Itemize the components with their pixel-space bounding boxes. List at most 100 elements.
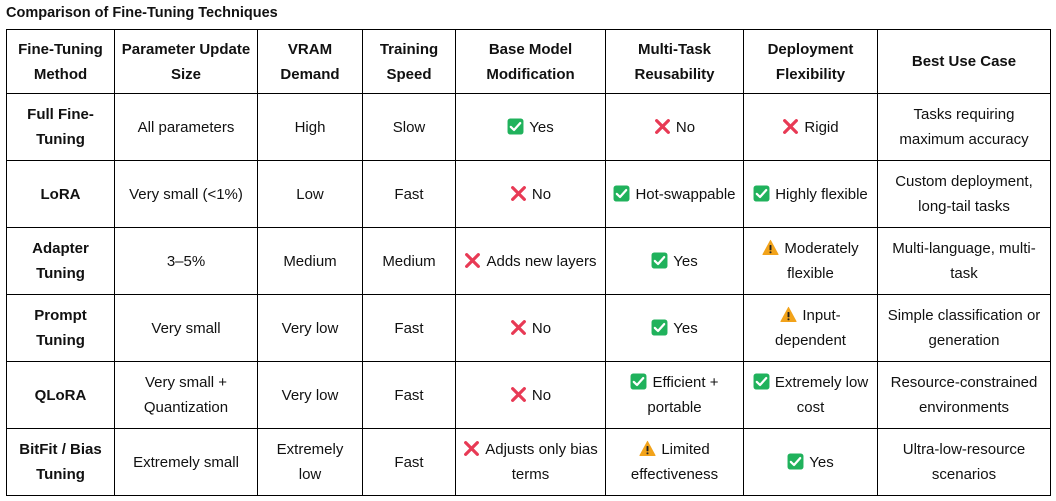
check-icon (651, 319, 668, 336)
comparison-table: Fine-Tuning Method Parameter Update Size… (6, 29, 1051, 496)
base-mod-cell: Adds new layers (455, 227, 606, 295)
cross-icon (464, 252, 481, 269)
use-case-cell: Tasks requiring maximum accuracy (877, 93, 1051, 161)
reusability-cell: Limited effectiveness (605, 428, 744, 496)
reusability-cell-text: Hot-swappable (635, 185, 736, 203)
reusability-cell-text: Yes (673, 252, 698, 270)
use-case-cell: Ultra-low-resource scenarios (877, 428, 1051, 496)
speed-cell: Fast (362, 361, 456, 429)
speed-cell: Fast (362, 428, 456, 496)
header-speed: Training Speed (362, 29, 456, 94)
base-mod-cell-text: No (531, 185, 552, 203)
reusability-cell-text: Limited effectiveness (630, 441, 719, 483)
header-use-case: Best Use Case (877, 29, 1051, 94)
cross-icon (463, 440, 480, 457)
reusability-cell-text: Efficient + portable (647, 374, 719, 416)
cross-icon (510, 319, 527, 336)
base-mod-cell: No (455, 160, 606, 228)
use-case-cell: Simple classification or generation (877, 294, 1051, 362)
flexibility-cell: Moderately flexible (743, 227, 878, 295)
reusability-cell: Yes (605, 227, 744, 295)
method-cell: Prompt Tuning (6, 294, 115, 362)
check-icon (630, 373, 647, 390)
check-icon (753, 185, 770, 202)
method-cell: QLoRA (6, 361, 115, 429)
base-mod-cell-text: No (531, 319, 552, 337)
base-mod-cell-text: No (531, 386, 552, 404)
table-title: Comparison of Fine-Tuning Techniques (6, 5, 278, 21)
table-row: Full Fine-Tuning All parameters High Slow Ye… (6, 93, 1051, 161)
speed-cell: Slow (362, 93, 456, 161)
warning-icon (780, 306, 797, 323)
param-size-cell: Very small + Quantization (114, 361, 258, 429)
warning-icon (639, 440, 656, 457)
reusability-cell: Hot-swappable (605, 160, 744, 228)
speed-cell: Medium (362, 227, 456, 295)
vram-cell: Very low (257, 361, 363, 429)
header-method: Fine-Tuning Method (6, 29, 115, 94)
vram-cell: Extremely low (257, 428, 363, 496)
param-size-cell: Very small (<1%) (114, 160, 258, 228)
table-row: QLoRA Very small + Quantization Very low Fa… (6, 361, 1051, 429)
flexibility-cell: Input-dependent (743, 294, 878, 362)
vram-cell: High (257, 93, 363, 161)
use-case-cell: Multi-language, multi-task (877, 227, 1051, 295)
flexibility-cell-text: Rigid (804, 118, 839, 136)
param-size-cell: Extremely small (114, 428, 258, 496)
warning-icon (762, 239, 779, 256)
vram-cell: Medium (257, 227, 363, 295)
use-case-cell: Resource-constrained environments (877, 361, 1051, 429)
speed-cell: Fast (362, 294, 456, 362)
reusability-cell-text: Yes (673, 319, 698, 337)
flexibility-cell-text: Input-dependent (775, 307, 846, 349)
flexibility-cell: Highly flexible (743, 160, 878, 228)
header-row: Fine-Tuning Method Parameter Update Size… (6, 29, 1051, 94)
speed-cell: Fast (362, 160, 456, 228)
flexibility-cell: Rigid (743, 93, 878, 161)
flexibility-cell-text: Yes (809, 453, 834, 471)
cross-icon (782, 118, 799, 135)
table-row: Prompt Tuning Very small Very low Fast No Yes… (6, 294, 1051, 362)
base-mod-cell: Adjusts only bias terms (455, 428, 606, 496)
reusability-cell-text: No (675, 118, 696, 136)
header-flexibility: Deployment Flexibility (743, 29, 878, 94)
check-icon (787, 453, 804, 470)
check-icon (613, 185, 630, 202)
cross-icon (510, 386, 527, 403)
reusability-cell: No (605, 93, 744, 161)
header-param-size: Parameter Update Size (114, 29, 258, 94)
table-row: BitFit / Bias Tuning Extremely small Extre… (6, 428, 1051, 496)
check-icon (507, 118, 524, 135)
check-icon (753, 373, 770, 390)
param-size-cell: 3–5% (114, 227, 258, 295)
method-cell: Adapter Tuning (6, 227, 115, 295)
base-mod-cell: No (455, 361, 606, 429)
flexibility-cell: Yes (743, 428, 878, 496)
reusability-cell: Efficient + portable (605, 361, 744, 429)
method-cell: LoRA (6, 160, 115, 228)
use-case-cell: Custom deployment, long-tail tasks (877, 160, 1051, 228)
header-reusability: Multi-Task Reusability (605, 29, 744, 94)
cross-icon (510, 185, 527, 202)
header-base-mod: Base Model Modification (455, 29, 606, 94)
base-mod-cell-text: Adds new layers (486, 252, 597, 270)
param-size-cell: Very small (114, 294, 258, 362)
method-cell: BitFit / Bias Tuning (6, 428, 115, 496)
flexibility-cell-text: Extremely low cost (774, 374, 869, 416)
reusability-cell: Yes (605, 294, 744, 362)
base-mod-cell-text: Adjusts only bias terms (485, 441, 598, 483)
param-size-cell: All parameters (114, 93, 258, 161)
header-vram: VRAM Demand (257, 29, 363, 94)
flexibility-cell-text: Highly flexible (775, 185, 868, 203)
method-cell: Full Fine-Tuning (6, 93, 115, 161)
vram-cell: Very low (257, 294, 363, 362)
cross-icon (654, 118, 671, 135)
base-mod-cell: No (455, 294, 606, 362)
check-icon (651, 252, 668, 269)
flexibility-cell-text: Moderately flexible (784, 240, 859, 282)
base-mod-cell: Yes (455, 93, 606, 161)
vram-cell: Low (257, 160, 363, 228)
table-row: Adapter Tuning 3–5% Medium Medium Adds new l… (6, 227, 1051, 295)
flexibility-cell: Extremely low cost (743, 361, 878, 429)
base-mod-cell-text: Yes (529, 118, 554, 136)
